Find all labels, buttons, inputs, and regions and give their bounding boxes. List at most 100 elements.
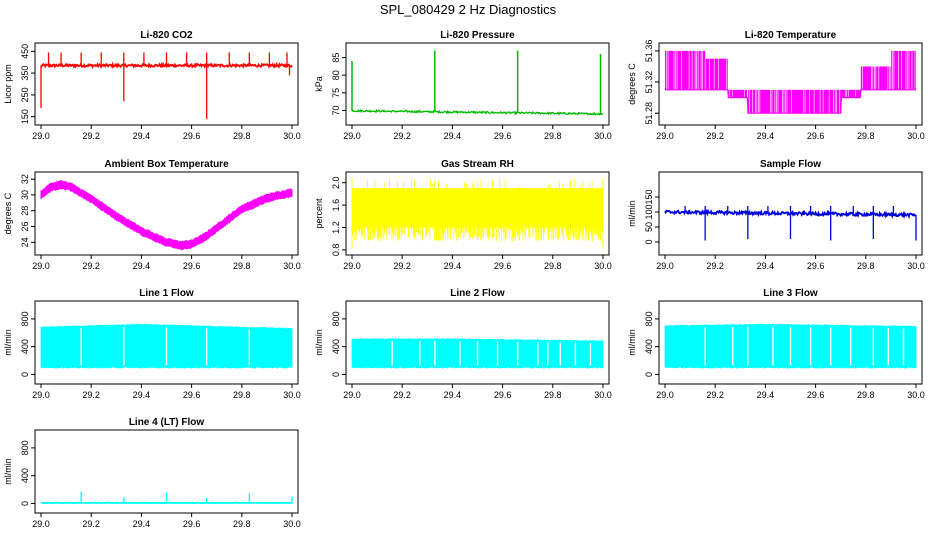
li-820-temperature-ytick-label: 51.36: [644, 40, 654, 63]
chart-line-4-lt-flow: Line 4 (LT) Flow 29.0 29.2 29.4 29.6 29.8 30.0…: [3, 417, 301, 529]
line-1-flow-xtick-label: 29.0: [32, 390, 50, 400]
line-1-flow-xtick-label: 29.4: [133, 390, 151, 400]
line-3-flow-xtick-label: 30.0: [907, 390, 925, 400]
li-820-pressure-title: Li-820 Pressure: [440, 30, 515, 41]
li-820-temperature-ytick-label: 51.28: [644, 102, 654, 125]
gas-stream-rh-xtick-label: 30.0: [594, 261, 612, 271]
li-820-pressure-xtick-label: 30.0: [594, 131, 612, 141]
li-820-temperature-xtick-label: 29.4: [757, 131, 775, 141]
li-820-pressure-xtick-label: 29.6: [494, 131, 512, 141]
line-4-lt-flow-ytick-label: 400: [20, 468, 30, 483]
ambient-box-temperature-title: Ambient Box Temperature: [104, 159, 229, 170]
chart-ambient-box-temperature: Ambient Box Temperature 29.0 29.2 29.4 29.6 2…: [3, 159, 301, 271]
line-4-lt-flow-xtick-label: 29.6: [183, 519, 201, 529]
chart-li-820-pressure: Li-820 Pressure 29.0 29.2 29.4 29.6 29.8 30.0 7…: [314, 30, 612, 141]
li-820-temperature-xtick-label: 29.8: [857, 131, 875, 141]
ambient-box-temperature-series-band: [40, 179, 293, 251]
chart-line-1-flow: Line 1 Flow 29.0 29.2 29.4 29.6 29.8 30.0 0 400 8…: [3, 288, 301, 400]
ambient-box-temperature-xtick-label: 29.8: [233, 261, 251, 271]
line-3-flow-ytick-label: 0: [644, 372, 654, 377]
line-2-flow-xtick-label: 29.4: [444, 390, 462, 400]
line-3-flow-title: Line 3 Flow: [763, 288, 818, 299]
li-820-co2-plot-frame: [34, 42, 299, 126]
line-1-flow-title: Line 1 Flow: [139, 288, 194, 299]
chart-line-2-flow: Line 2 Flow 29.0 29.2 29.4 29.6 29.8 30.0 0 400 8…: [314, 288, 612, 400]
line-2-flow-title: Line 2 Flow: [450, 288, 505, 299]
ambient-box-temperature-ytick-label: 30: [20, 190, 30, 200]
line-3-flow-xtick-label: 29.0: [656, 390, 674, 400]
chart-panels: Li-820 CO2 29.0 29.2 29.4 29.6 29.8 30.0 150 250…: [3, 30, 925, 529]
li-820-co2-ytick-label: 350: [20, 66, 30, 81]
line-4-lt-flow-ytick-label: 0: [20, 501, 30, 506]
li-820-co2-title: Li-820 CO2: [140, 30, 193, 41]
gas-stream-rh-xtick-label: 29.4: [444, 261, 462, 271]
li-820-temperature-band-segment: [840, 89, 861, 98]
li-820-co2-xtick-label: 29.8: [233, 131, 251, 141]
sample-flow-xtick-label: 29.0: [656, 261, 674, 271]
line-1-flow-ytick-label: 800: [20, 311, 30, 326]
line-2-flow-xtick-label: 30.0: [594, 390, 612, 400]
figure-title: SPL_080429 2 Hz Diagnostics: [380, 2, 557, 17]
li-820-temperature-band-segment: [705, 58, 728, 90]
li-820-pressure-ytick-label: 80: [331, 70, 341, 80]
line-2-flow-ytick-label: 800: [331, 311, 341, 326]
ambient-box-temperature-xtick-label: 29.2: [82, 261, 100, 271]
gas-stream-rh-xtick-label: 29.2: [393, 261, 411, 271]
sample-flow-xtick-label: 29.8: [857, 261, 875, 271]
line-4-lt-flow-xtick-label: 29.8: [233, 519, 251, 529]
gas-stream-rh-ytick-label: 2.0: [331, 176, 341, 189]
gas-stream-rh-ytick-label: 1.6: [331, 199, 341, 212]
li-820-pressure-xtick-label: 29.8: [544, 131, 562, 141]
li-820-co2-xtick-label: 30.0: [283, 131, 301, 141]
line-4-lt-flow-xtick-label: 29.4: [133, 519, 151, 529]
line-3-flow-ylabel: ml/min: [627, 329, 637, 356]
li-820-co2-ytick-label: 450: [20, 44, 30, 59]
line-2-flow-xtick-label: 29.0: [343, 390, 361, 400]
li-820-pressure-xtick-label: 29.4: [444, 131, 462, 141]
gas-stream-rh-xtick-label: 29.0: [343, 261, 361, 271]
sample-flow-plot-frame: [658, 171, 923, 256]
line-3-flow-xtick-label: 29.2: [706, 390, 724, 400]
line-2-flow-plot-frame: [345, 300, 610, 385]
gas-stream-rh-title: Gas Stream RH: [441, 159, 514, 170]
line-1-flow-ylabel: ml/min: [3, 329, 13, 356]
sample-flow-xtick-label: 30.0: [907, 261, 925, 271]
li-820-co2-xtick-label: 29.2: [82, 131, 100, 141]
li-820-pressure-ytick-label: 70: [331, 105, 341, 115]
gas-stream-rh-plot-frame: [345, 171, 610, 256]
gas-stream-rh-ytick-label: 0.8: [331, 244, 341, 257]
li-820-pressure-series-line: [351, 108, 604, 116]
line-1-flow-xtick-label: 29.8: [233, 390, 251, 400]
gas-stream-rh-xtick-label: 29.6: [494, 261, 512, 271]
li-820-temperature-xtick-label: 29.6: [807, 131, 825, 141]
sample-flow-ytick-label: 0: [644, 239, 654, 244]
sample-flow-xtick-label: 29.2: [706, 261, 724, 271]
ambient-box-temperature-ytick-label: 24: [20, 237, 30, 247]
li-820-pressure-ylabel: kPa: [314, 76, 324, 92]
ambient-box-temperature-xtick-label: 29.0: [32, 261, 50, 271]
li-820-pressure-plot-frame: [345, 42, 610, 126]
line-1-flow-xtick-label: 30.0: [283, 390, 301, 400]
chart-line-3-flow: Line 3 Flow 29.0 29.2 29.4 29.6 29.8 30.0 0 400 8…: [627, 288, 925, 400]
li-820-pressure-ytick-label: 85: [331, 53, 341, 63]
ambient-box-temperature-plot-frame: [34, 171, 299, 256]
line-2-flow-xtick-label: 29.6: [494, 390, 512, 400]
line-2-flow-ytick-label: 0: [331, 372, 341, 377]
line-4-lt-flow-xtick-label: 29.2: [82, 519, 100, 529]
line-1-flow-plot-frame: [34, 300, 299, 385]
li-820-co2-xtick-label: 29.0: [32, 131, 50, 141]
line-4-lt-flow-xtick-label: 30.0: [283, 519, 301, 529]
li-820-pressure-ytick-label: 75: [331, 88, 341, 98]
ambient-box-temperature-xtick-label: 29.4: [133, 261, 151, 271]
line-4-lt-flow-ytick-label: 800: [20, 440, 30, 455]
line-3-flow-xtick-label: 29.6: [807, 390, 825, 400]
line-4-lt-flow-xtick-label: 29.0: [32, 519, 50, 529]
li-820-temperature-plot-frame: [658, 42, 923, 126]
li-820-temperature-series-line: [665, 89, 916, 114]
ambient-box-temperature-xtick-label: 29.6: [183, 261, 201, 271]
li-820-pressure-xtick-label: 29.2: [393, 131, 411, 141]
line-3-flow-xtick-label: 29.4: [757, 390, 775, 400]
li-820-temperature-band-segment: [727, 89, 748, 98]
li-820-temperature-title: Li-820 Temperature: [745, 30, 837, 41]
